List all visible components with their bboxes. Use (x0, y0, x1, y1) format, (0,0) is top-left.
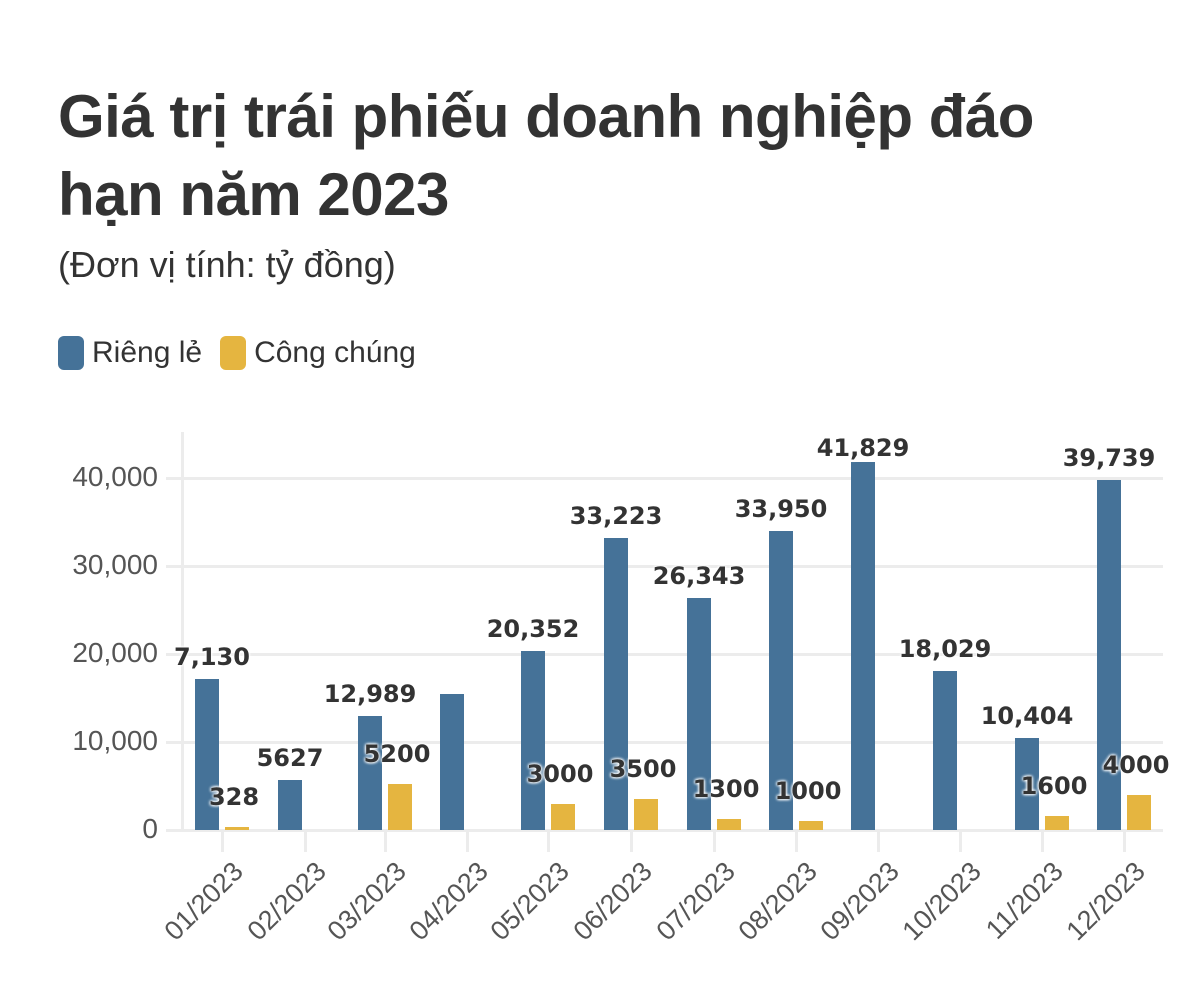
y-tick-label: 40,000 (72, 461, 158, 492)
bar-cong-chung[interactable] (799, 821, 823, 830)
clipped-previous-text (0, 0, 1183, 10)
value-label-cong-chung: 1300 (692, 774, 760, 803)
legend-item-rieng-le: Riêng lẻ (58, 336, 202, 370)
x-tick-mark (221, 832, 224, 852)
bar-rieng-le[interactable] (195, 679, 219, 830)
value-label-cong-chung: 5200 (363, 740, 431, 769)
bar-cong-chung[interactable] (225, 827, 249, 830)
y-tick-label: 10,000 (72, 725, 158, 756)
gridline (166, 565, 1163, 568)
x-tick-label: 01/2023 (158, 856, 250, 947)
bar-rieng-le[interactable] (1097, 480, 1121, 830)
x-tick-mark (959, 832, 962, 852)
value-label-rieng-le: 5627 (256, 744, 324, 773)
value-label-rieng-le: 20,352 (486, 614, 580, 643)
value-label-rieng-le: 33,950 (734, 495, 828, 524)
x-tick-label: 08/2023 (732, 856, 824, 947)
value-label-cong-chung: 3500 (609, 755, 677, 784)
gridline (166, 477, 1163, 480)
x-tick-mark (795, 832, 798, 852)
value-label-rieng-le: 18,029 (898, 635, 992, 664)
x-tick-mark (630, 832, 633, 852)
bar-rieng-le[interactable] (1015, 738, 1039, 830)
bar-rieng-le[interactable] (440, 694, 464, 830)
x-tick-label: 07/2023 (650, 856, 742, 947)
y-tick-label: 20,000 (72, 637, 158, 668)
bar-cong-chung[interactable] (551, 803, 575, 830)
value-label-rieng-le: 12,989 (323, 679, 417, 708)
bar-rieng-le[interactable] (769, 531, 793, 830)
legend-label: Riêng lẻ (92, 336, 203, 369)
x-tick-label: 09/2023 (814, 856, 906, 947)
value-label-rieng-le: 7,130 (174, 643, 250, 672)
bar-rieng-le[interactable] (278, 780, 302, 830)
bar-rieng-le[interactable] (851, 461, 875, 830)
x-tick-mark (1041, 832, 1044, 852)
bar-cong-chung[interactable] (1127, 794, 1151, 830)
bar-rieng-le[interactable] (358, 715, 382, 830)
gridline (166, 653, 1163, 656)
x-tick-mark (713, 832, 716, 852)
value-label-rieng-le: 10,404 (980, 702, 1074, 731)
x-tick-mark (877, 832, 880, 852)
x-tick-mark (1123, 832, 1126, 852)
x-tick-label: 05/2023 (484, 856, 576, 947)
x-tick-label: 12/2023 (1060, 856, 1152, 947)
x-tick-label: 04/2023 (403, 856, 495, 947)
bar-cong-chung[interactable] (634, 799, 658, 830)
x-tick-label: 11/2023 (980, 856, 1070, 945)
value-label-rieng-le: 39,739 (1062, 444, 1156, 473)
bar-cong-chung[interactable] (388, 784, 412, 830)
y-tick-label: 0 (142, 813, 158, 844)
bar-rieng-le[interactable] (521, 650, 545, 830)
x-tick-label: 02/2023 (241, 856, 333, 947)
bar-rieng-le[interactable] (604, 537, 628, 830)
bar-cong-chung[interactable] (1045, 815, 1069, 830)
x-tick-mark (384, 832, 387, 852)
legend: Riêng lẻ Công chúng (58, 336, 434, 370)
value-label-rieng-le: 33,223 (569, 501, 663, 530)
chart-title: Giá trị trái phiếu doanh nghiệp đáo hạn … (58, 78, 1178, 234)
bar-cong-chung[interactable] (717, 818, 741, 830)
legend-item-cong-chung: Công chúng (220, 336, 416, 370)
value-label-cong-chung: 328 (208, 783, 260, 811)
x-tick-label: 10/2023 (896, 856, 988, 947)
x-tick-label: 06/2023 (567, 856, 659, 947)
x-tick-mark (547, 832, 550, 852)
gridline (166, 829, 1163, 832)
gridline (166, 741, 1163, 744)
legend-label: Công chúng (254, 336, 416, 369)
bar-chart: 0 10,000 20,000 30,000 40,000 7,130 328 01/2023… (0, 400, 1183, 1001)
x-tick-label: 03/2023 (321, 856, 413, 947)
chart-subtitle: (Đơn vị tính: tỷ đồng) (58, 244, 396, 285)
y-axis-line (181, 432, 184, 832)
bar-rieng-le[interactable] (687, 598, 711, 830)
chart-title-line-2: hạn năm 2023 (58, 161, 449, 228)
value-label-rieng-le: 26,343 (652, 562, 746, 591)
value-label-cong-chung: 3000 (526, 759, 594, 788)
legend-swatch-blue-icon (58, 336, 84, 370)
value-label-cong-chung: 1600 (1020, 771, 1088, 800)
x-tick-mark (304, 832, 307, 852)
bar-rieng-le[interactable] (933, 671, 957, 830)
value-label-cong-chung: 1000 (774, 777, 842, 806)
value-label-rieng-le: 41,829 (816, 433, 910, 462)
x-tick-mark (466, 832, 469, 852)
chart-title-line-1: Giá trị trái phiếu doanh nghiệp đáo (58, 83, 1034, 150)
legend-swatch-gold-icon (220, 336, 247, 370)
value-label-cong-chung: 4000 (1102, 750, 1170, 779)
y-tick-label: 30,000 (72, 549, 158, 580)
